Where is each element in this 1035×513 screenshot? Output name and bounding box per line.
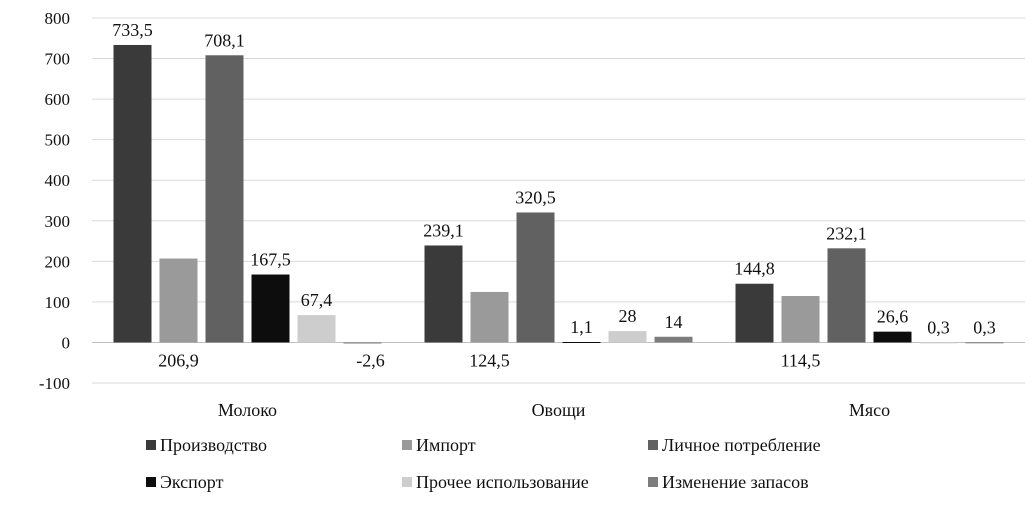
legend-swatch [402,477,412,487]
y-tick-label: -100 [39,374,70,393]
y-tick-label: 500 [45,131,71,150]
bar [781,296,820,343]
category-label: Овощи [532,400,586,420]
bar [251,274,290,343]
data-label: 239,1 [423,220,464,240]
data-label: 0,3 [973,317,996,337]
data-label: 0,3 [927,317,950,337]
bar [343,342,382,344]
bar [516,212,555,343]
bar [159,258,198,343]
legend-label: Прочее использование [416,472,589,492]
bar [205,55,244,343]
legend-label: Личное потребление [662,435,821,455]
y-tick-label: 300 [45,212,71,231]
bar [608,331,647,343]
category-label: Мясо [849,400,890,420]
bar [873,331,912,343]
bar [827,248,866,343]
bar [965,342,1004,344]
y-tick-label: 800 [45,9,71,28]
data-label: 28 [619,306,637,326]
legend-item: Экспорт [146,472,224,492]
data-label: 320,5 [515,187,556,207]
data-label: 14 [665,312,683,332]
data-label: 114,5 [781,350,821,370]
legend-label: Производство [160,435,267,455]
data-label: 733,5 [112,20,153,40]
legend-swatch [648,477,658,487]
legend-item: Импорт [402,435,476,455]
category-label: Молоко [218,400,277,420]
data-label: 124,5 [469,350,510,370]
legend-swatch [402,440,412,450]
data-label: 1,1 [570,317,593,337]
bar [654,336,693,343]
y-tick-label: 100 [45,293,71,312]
data-label: 232,1 [826,223,867,243]
y-tick-label: 400 [45,171,71,190]
data-label: 206,9 [158,350,199,370]
bar [297,315,336,343]
y-tick-label: 600 [45,90,71,109]
legend-swatch [146,440,156,450]
bar [424,245,463,343]
legend-item: Личное потребление [648,435,821,455]
data-label: 26,6 [877,307,909,327]
legend-swatch [648,440,658,450]
legend-label: Импорт [416,435,476,455]
legend-swatch [146,477,156,487]
bar [470,291,509,343]
legend-item: Производство [146,435,267,455]
legend-label: Экспорт [160,472,224,492]
legend-label: Изменение запасов [662,472,809,492]
data-label: 144,8 [734,259,775,279]
bar [735,283,774,343]
bar [562,341,601,343]
bar [113,44,152,343]
legend-item: Прочее использование [402,472,589,492]
bar [919,342,958,344]
y-tick-label: 0 [62,333,71,352]
legend-item: Изменение запасов [648,472,809,492]
y-tick-label: 200 [45,252,71,271]
data-label: 167,5 [250,250,291,270]
data-label: 708,1 [204,30,245,50]
data-label: 67,4 [301,290,333,310]
data-label: -2,6 [356,350,385,370]
y-tick-label: 700 [45,50,71,69]
